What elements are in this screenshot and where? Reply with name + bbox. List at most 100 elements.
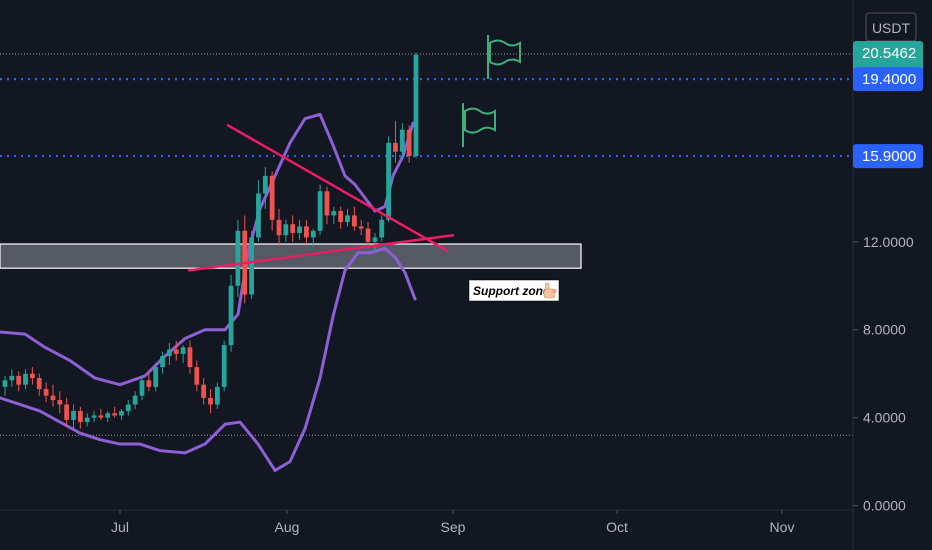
candle-body [91,415,97,418]
candle [180,345,186,363]
candle-body [153,367,159,387]
support-zone-note-box [468,279,560,302]
candle [167,342,172,365]
candle-body [173,349,179,354]
candle-body [386,142,391,220]
candle-body [399,129,405,152]
candle-body [50,395,56,401]
candle-body [84,417,90,423]
candle-body [77,411,83,423]
candle [276,208,282,247]
flag-cloth [464,107,496,134]
price-tick-label: 12.0000 [863,234,914,250]
candle [324,186,330,225]
candle [297,219,302,240]
candle-body [393,142,398,152]
candle-body [214,386,220,405]
candle-body [379,219,385,238]
candle [262,167,268,209]
candle [304,219,309,245]
candle-body [208,397,213,405]
candle-body [57,400,63,405]
trendline[interactable] [187,233,455,272]
candle [201,378,207,405]
candle-body [358,226,364,229]
candle-body [16,375,22,385]
flag-cloth [489,39,521,66]
candle [57,391,63,414]
candle [153,362,159,392]
candle-body [351,215,357,227]
candle-body [119,411,124,416]
time-tick-label: Sep [441,519,466,535]
trendlines[interactable] [187,124,455,272]
candle-body [167,349,172,357]
price-tag-box [853,144,923,169]
currency-label: USDT [872,20,911,36]
candle-body [43,389,49,396]
candle [119,408,124,420]
candle [23,369,28,390]
candle [84,413,90,427]
candle [345,208,350,227]
time-tick-label: Jul [111,519,129,535]
candle-body [30,373,35,379]
candle [30,367,35,385]
candle [386,136,391,223]
candle-body [338,211,344,223]
candle-body [160,356,165,368]
candle [194,360,200,392]
candle [351,206,357,231]
candle-body [413,54,419,157]
price-tag-label: 20.5462 [862,45,916,62]
candle-body [187,347,193,368]
candle [413,52,419,159]
level-price-tag: 19.4000 [853,67,923,92]
candle [208,389,213,414]
candle [105,411,111,423]
candle [331,206,337,225]
reference-lines [0,53,853,436]
candle [228,274,234,352]
candle-body [324,191,330,216]
price-tick-label: 8.0000 [863,322,906,338]
time-tick-label: Aug [275,519,300,535]
candle-body [71,411,76,420]
support-zone-label: Support zone [473,284,550,298]
trendline[interactable] [226,124,449,252]
candle-body [9,375,15,381]
candle [372,233,378,251]
candle-body [256,193,261,238]
candle-body [310,230,316,238]
candle-body [249,237,254,295]
candle [214,382,220,409]
candle-body [112,413,117,416]
candle [9,369,15,387]
candle [358,219,364,236]
candle [71,404,76,431]
candle [160,351,165,374]
flag-icon [487,34,521,79]
candle-body [228,285,234,346]
flag-icon [462,103,496,148]
candle [112,406,117,418]
candles [2,52,419,431]
candle [317,184,323,236]
candle [290,215,296,242]
candle-body [64,404,70,420]
candle-body [201,384,207,398]
currency-button[interactable]: USDT [865,12,917,42]
price-axis-ticks: 0.0000 4.0000 8.0000 12.0000 [853,234,914,514]
candle-body [406,129,412,157]
candle [77,406,83,429]
candle-body [283,224,289,236]
candle [125,400,131,416]
support-zone-note[interactable]: Support zone [468,279,560,302]
time-axis-ticks: Jul Aug Sep Oct Nov [111,510,794,535]
candle [43,382,49,403]
candle-body [331,211,337,216]
candle-body [125,404,131,412]
candle [16,371,22,392]
